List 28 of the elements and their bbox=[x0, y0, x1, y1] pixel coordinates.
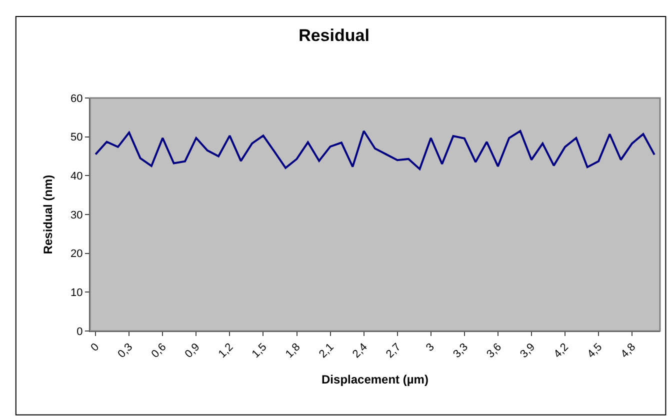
y-tick-label: 30 bbox=[70, 209, 83, 222]
y-tick-label: 0 bbox=[76, 326, 83, 338]
x-tick-label: 1,5 bbox=[250, 341, 270, 361]
x-tick-label: 0 bbox=[88, 341, 102, 354]
x-tick-label: 4,5 bbox=[585, 341, 605, 361]
x-tick-label: 3 bbox=[424, 341, 437, 354]
x-tick-label: 3,6 bbox=[484, 341, 504, 361]
y-tick-label: 40 bbox=[70, 170, 83, 183]
x-tick-label: 1,8 bbox=[283, 341, 303, 361]
y-tick-label: 60 bbox=[70, 92, 83, 105]
x-axis-title: Displacement (µm) bbox=[322, 372, 428, 386]
x-tick-label: 0,9 bbox=[182, 341, 202, 361]
x-tick-label: 4,8 bbox=[618, 341, 638, 361]
y-tick-label: 20 bbox=[70, 248, 83, 260]
x-tick-label: 1,2 bbox=[216, 341, 236, 361]
y-tick-label: 10 bbox=[70, 287, 83, 300]
x-tick-label: 4,2 bbox=[552, 341, 572, 361]
x-tick-label: 2,4 bbox=[350, 341, 370, 361]
x-tick-label: 0,3 bbox=[116, 341, 136, 361]
x-tick-label: 2,7 bbox=[384, 341, 404, 361]
x-tick-label: 2,1 bbox=[317, 341, 336, 361]
y-tick-label: 50 bbox=[70, 132, 83, 144]
y-axis-title: Residual (nm) bbox=[40, 174, 55, 254]
x-tick-label: 3,9 bbox=[518, 341, 538, 361]
x-tick-label: 3,3 bbox=[451, 341, 470, 361]
chart-title: Residual bbox=[298, 26, 370, 46]
line-series bbox=[94, 130, 656, 170]
x-tick-label: 0,6 bbox=[149, 341, 169, 361]
